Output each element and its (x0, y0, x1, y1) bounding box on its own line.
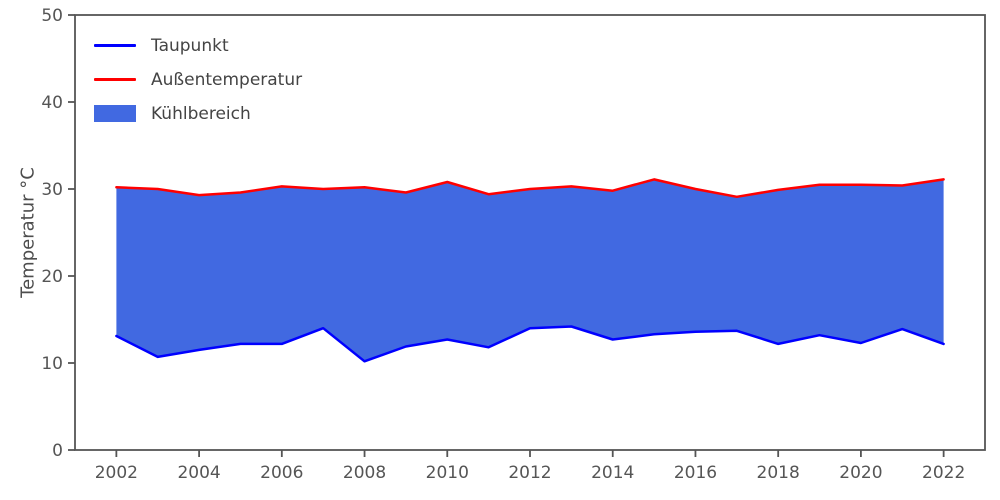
x-tick-label: 2012 (508, 463, 551, 483)
y-tick-label: 10 (41, 354, 63, 374)
legend-label-kuehlbereich: Kühlbereich (151, 103, 251, 124)
y-axis-label: Temperatur °C (17, 167, 39, 298)
legend-label-taupunkt: Taupunkt (151, 35, 229, 56)
legend-item-taupunkt: Taupunkt (94, 34, 302, 57)
kuehlbereich-area (116, 179, 944, 362)
aussentemperatur-line-swatch (94, 78, 136, 81)
x-tick-label: 2010 (426, 463, 469, 483)
legend-label-aussentemperatur: Außentemperatur (151, 69, 303, 90)
aussentemperatur-line (115, 178, 945, 199)
y-tick-label: 50 (41, 6, 63, 26)
taupunkt-line-swatch (94, 44, 136, 47)
taupunkt-line (115, 325, 945, 363)
x-tick-label: 2020 (839, 463, 882, 483)
x-tick-label: 2014 (591, 463, 634, 483)
y-tick-label: 20 (41, 267, 63, 287)
x-tick-label: 2002 (95, 463, 138, 483)
kuehlbereich-area-swatch (94, 105, 136, 122)
y-tick-label: 40 (41, 93, 63, 113)
legend-item-kuehlbereich: Kühlbereich (94, 102, 302, 125)
x-tick-label: 2004 (177, 463, 220, 483)
x-tick-label: 2006 (260, 463, 303, 483)
x-tick-label: 2018 (757, 463, 800, 483)
legend-item-aussentemperatur: Außentemperatur (94, 68, 302, 91)
x-tick-label: 2016 (674, 463, 717, 483)
x-tick-label: 2008 (343, 463, 386, 483)
x-tick-label: 2022 (922, 463, 965, 483)
legend: Taupunkt Außentemperatur Kühlbereich (94, 34, 302, 125)
y-tick-label: 30 (41, 180, 63, 200)
y-tick-label: 0 (52, 441, 63, 461)
